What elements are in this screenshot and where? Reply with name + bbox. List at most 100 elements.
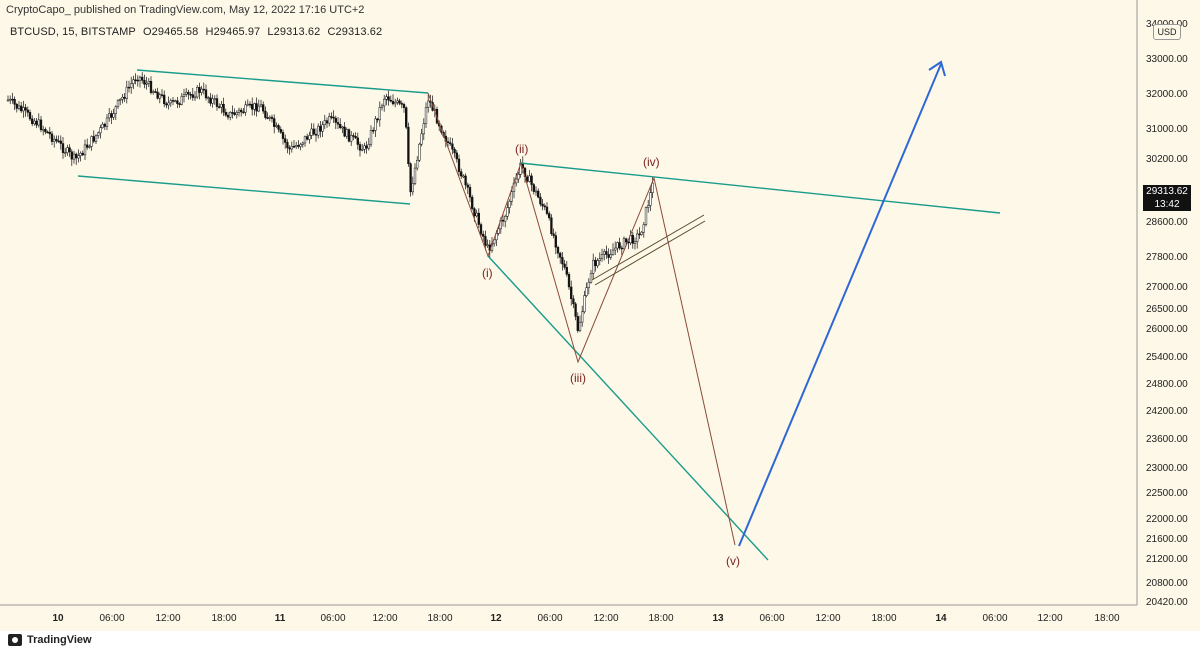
candle-body <box>556 247 560 254</box>
candle-body <box>484 236 487 246</box>
candle-body <box>528 175 531 182</box>
symbol-label[interactable]: BTCUSD, 15, BITSTAMP <box>10 26 136 38</box>
channel-upper-line[interactable] <box>136 69 429 94</box>
candle-body <box>130 83 133 88</box>
candle-body <box>154 91 157 93</box>
candle-body <box>121 96 124 100</box>
candle-body <box>295 145 298 147</box>
publisher-line: CryptoCapo_ published on TradingView.com… <box>6 4 365 16</box>
candle-body <box>405 107 408 128</box>
candle-body <box>237 109 241 113</box>
candle-body <box>116 100 120 107</box>
candle-body <box>31 118 34 125</box>
high-value: H29465.97 <box>205 26 261 38</box>
time-axis-label: 12 <box>490 613 502 624</box>
currency-badge[interactable]: USD <box>1153 24 1181 40</box>
time-axis[interactable]: 10 06:00 12:00 18:00 11 06:00 12:00 18:00 12 06:0… <box>52 613 1120 624</box>
candle-body <box>532 184 535 192</box>
candle-body <box>50 133 54 142</box>
candle-body <box>70 151 73 160</box>
wave-labels: (i) (ii) (iii) (iv) (v) <box>482 142 740 568</box>
price-axis-label: 31000.00 <box>1146 124 1188 135</box>
candle-body <box>68 147 71 153</box>
candle-body <box>572 298 575 305</box>
candle-body <box>554 235 557 248</box>
candle-body <box>207 97 210 99</box>
candle-body <box>358 144 362 151</box>
candle-body <box>257 105 260 112</box>
candle-body <box>407 126 410 164</box>
time-axis-label: 18:00 <box>871 613 896 624</box>
candle-body <box>625 238 628 243</box>
candle-body <box>310 128 313 136</box>
candle-body <box>479 224 483 235</box>
candle-body <box>550 217 553 235</box>
candle-body <box>361 149 364 151</box>
elliott-wave-path[interactable] <box>427 92 736 546</box>
candle-body <box>174 100 177 102</box>
time-axis-label: 12:00 <box>815 613 840 624</box>
candle-body <box>292 145 296 148</box>
candle-body <box>380 105 384 108</box>
candle-body <box>451 143 454 150</box>
candle-body <box>149 80 153 93</box>
candle-body <box>24 107 27 111</box>
price-axis-label: 27800.00 <box>1146 252 1188 263</box>
candle-body <box>323 120 326 125</box>
candle-body <box>376 118 379 121</box>
price-chart[interactable]: (i) (ii) (iii) (iv) (v) 34000.0033000.00… <box>0 0 1200 631</box>
candle-body <box>110 113 113 118</box>
channel-lower-line[interactable] <box>77 175 411 205</box>
candle-body <box>466 184 469 188</box>
wave-label-ii: (ii) <box>515 142 528 156</box>
triangle-lower-line[interactable] <box>487 255 769 561</box>
candle-body <box>39 119 43 131</box>
time-axis-label: 18:00 <box>648 613 673 624</box>
candle-body <box>416 160 419 169</box>
triangle-upper-line[interactable] <box>519 162 1001 214</box>
price-axis-label: 32000.00 <box>1146 89 1188 100</box>
candle-body <box>255 103 258 112</box>
time-axis-label: 06:00 <box>982 613 1007 624</box>
candle-body <box>167 102 170 106</box>
candle-body <box>242 111 245 114</box>
time-axis-label: 14 <box>935 613 947 624</box>
candle-body <box>592 259 595 274</box>
candle-body <box>138 76 142 81</box>
price-axis-label: 23600.00 <box>1146 434 1188 445</box>
candle-body <box>176 100 179 104</box>
candle-body <box>510 191 513 202</box>
candle-body <box>581 311 584 323</box>
tradingview-logo[interactable]: TradingView <box>8 634 92 646</box>
candle-body <box>325 120 329 124</box>
candle-body <box>28 112 32 120</box>
candle-body <box>636 233 639 242</box>
candle-body <box>651 182 654 193</box>
candle-body <box>81 152 84 156</box>
time-axis-label: 18:00 <box>211 613 236 624</box>
candle-body <box>383 98 386 107</box>
candle-body <box>367 143 370 149</box>
candle-body <box>539 196 542 205</box>
candle-body <box>486 244 489 247</box>
candle-body <box>134 79 137 82</box>
projection-arrow-line[interactable] <box>738 63 942 547</box>
candle-body <box>105 117 109 127</box>
bar-countdown: 13:42 <box>1154 199 1180 210</box>
candle-body <box>473 208 476 217</box>
candle-body <box>231 112 234 114</box>
wave-label-iii: (iii) <box>570 371 586 385</box>
wedge-line-lower[interactable] <box>594 220 706 286</box>
candle-body <box>354 135 357 139</box>
wedge-line-upper[interactable] <box>591 214 705 281</box>
candle-body <box>314 133 318 136</box>
wave-label-i: (i) <box>482 266 493 280</box>
candle-body <box>552 233 555 236</box>
candle-body <box>209 97 212 104</box>
price-axis[interactable]: 34000.0033000.0032000.0031000.0030200.00… <box>1146 19 1188 608</box>
candle-body <box>264 110 267 118</box>
candle-body <box>640 231 643 235</box>
candle-body <box>352 135 355 137</box>
candle-body <box>101 123 104 128</box>
